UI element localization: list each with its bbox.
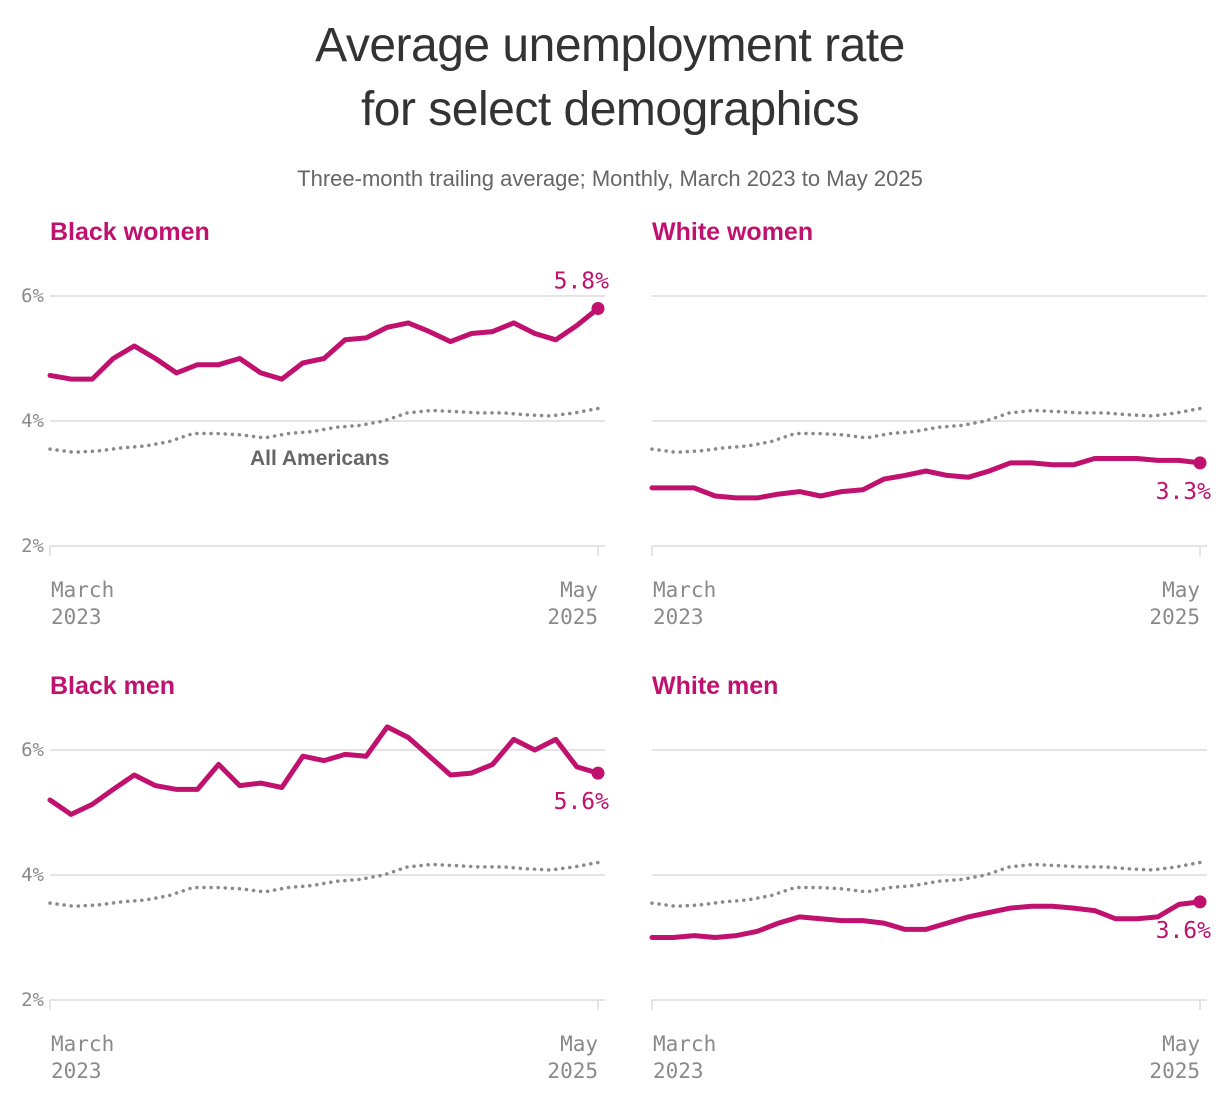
panel-title: White men: [652, 672, 778, 700]
panel-title: Black men: [50, 672, 175, 700]
series-line: [649, 456, 1203, 501]
series-end-point: [591, 766, 605, 780]
y-tick-label: 2%: [21, 989, 44, 1011]
series-end-value-label: 3.3%: [1156, 479, 1212, 505]
x-tick-label-start-month: March: [653, 578, 716, 602]
series-end-value-label: 5.6%: [554, 789, 610, 815]
y-tick-label: 6%: [21, 739, 44, 761]
x-tick-label-end-month: May: [1162, 1032, 1200, 1056]
x-tick-label-end-year: 2025: [547, 605, 598, 629]
chart-subtitle: Three-month trailing average; Monthly, M…: [297, 166, 923, 191]
series-line: [649, 899, 1203, 940]
series-line: [47, 306, 601, 382]
x-tick-label-start-year: 2023: [51, 1059, 102, 1083]
baseline-series-line: [48, 860, 600, 909]
chart-title-line-2: for select demographics: [360, 83, 860, 136]
chart-title-line-1: Average unemployment rate: [315, 19, 905, 72]
x-tick-label-end-month: May: [560, 1032, 598, 1056]
y-tick-label: 4%: [21, 410, 44, 432]
panel-white-men: White men March 2023 May 2025 3.6%: [649, 672, 1212, 1083]
series-end-value-label: 3.6%: [1156, 918, 1212, 944]
series-end-point: [591, 302, 605, 315]
baseline-series-line: [48, 406, 600, 455]
baseline-series-line: [650, 406, 1202, 455]
x-tick-label-start-year: 2023: [653, 1059, 704, 1083]
panel-title: Black women: [50, 218, 210, 246]
series-end-point: [1193, 456, 1207, 470]
x-tick-label-end-year: 2025: [1149, 605, 1200, 629]
x-tick-label-start-year: 2023: [653, 605, 704, 629]
y-tick-label: 6%: [21, 285, 44, 307]
x-tick-label-end-year: 2025: [1149, 1059, 1200, 1083]
x-tick-label-start-month: March: [51, 1032, 114, 1056]
y-tick-label: 4%: [21, 864, 44, 886]
x-tick-label-end-month: May: [1162, 578, 1200, 602]
baseline-series-line: [650, 860, 1202, 909]
series-end-value-label: 5.8%: [554, 269, 610, 295]
series-end-point: [1193, 895, 1207, 909]
panel-title: White women: [652, 218, 813, 246]
x-tick-label-start-month: March: [51, 578, 114, 602]
chart-title: Average unemployment rate for select dem…: [0, 14, 1220, 142]
series-line: [47, 724, 601, 817]
x-tick-label-start-year: 2023: [51, 605, 102, 629]
panel-black-women: Black women 6% 4% 2% March 2023 May 2025 All Ame…: [21, 218, 610, 629]
x-tick-label-end-year: 2025: [547, 1059, 598, 1083]
x-tick-label-start-month: March: [653, 1032, 716, 1056]
x-tick-label-end-month: May: [560, 578, 598, 602]
panel-black-men: Black men 6% 4% 2% March 2023 May 2025 5.6%: [21, 672, 610, 1083]
panel-white-women: White women March 2023 May 2025 3.3%: [649, 218, 1212, 629]
baseline-series-label: All Americans: [250, 447, 389, 470]
y-tick-label: 2%: [21, 535, 44, 557]
